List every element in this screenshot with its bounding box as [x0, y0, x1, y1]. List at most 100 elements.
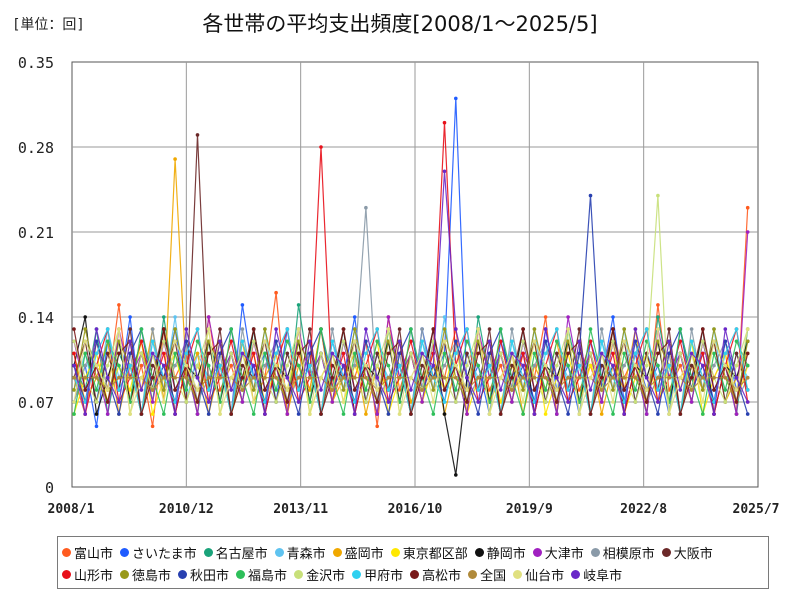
legend-marker: [590, 547, 600, 557]
data-point: [678, 388, 683, 392]
data-point: [352, 351, 357, 356]
data-point: [599, 388, 604, 392]
legend-label: 富山市: [74, 546, 114, 562]
data-point: [555, 351, 559, 356]
data-point: [521, 339, 525, 344]
data-point: [83, 412, 87, 416]
data-point: [296, 351, 301, 356]
data-point: [622, 388, 626, 392]
legend-item: 福島市: [236, 565, 287, 584]
data-point: [150, 339, 155, 344]
data-point: [476, 375, 481, 380]
data-point: [611, 388, 615, 392]
data-point: [442, 327, 447, 331]
data-point: [667, 363, 671, 368]
data-point: [117, 375, 121, 380]
data-point: [644, 327, 649, 331]
data-point: [566, 327, 570, 331]
data-point: [397, 351, 402, 356]
data-point: [308, 327, 312, 331]
data-point: [83, 315, 87, 319]
data-point: [588, 388, 593, 392]
data-point: [397, 339, 402, 344]
data-point: [678, 351, 683, 356]
data-point: [723, 375, 728, 380]
data-point: [386, 351, 391, 356]
data-point: [263, 339, 267, 344]
data-point: [162, 351, 166, 356]
data-point: [206, 388, 211, 392]
data-point: [644, 388, 649, 392]
data-point: [667, 327, 671, 331]
data-point: [532, 363, 537, 368]
legend-label: さいたま市: [132, 546, 197, 562]
data-point: [352, 327, 357, 331]
data-point: [139, 339, 144, 344]
data-point: [510, 351, 514, 356]
data-point: [465, 388, 469, 392]
data-point: [599, 327, 604, 331]
data-point: [656, 388, 660, 392]
legend-marker: [62, 547, 71, 557]
data-point: [734, 339, 739, 344]
data-point: [72, 363, 76, 368]
data-point: [195, 327, 200, 331]
data-point: [476, 400, 481, 404]
data-point: [184, 388, 189, 392]
data-point: [341, 388, 346, 392]
data-point: [386, 315, 391, 319]
data-point: [364, 205, 368, 210]
data-point: [510, 388, 514, 392]
legend-marker: [513, 569, 523, 579]
data-point: [139, 412, 144, 416]
data-point: [229, 363, 233, 368]
data-point: [644, 412, 649, 416]
data-point: [105, 363, 110, 368]
legend-marker: [410, 569, 420, 579]
data-point: [195, 400, 200, 404]
legend-row: 山形市 徳島市 秋田市 福島市 金沢市 甲府市 高松市 全国 仙台市 岐阜市: [62, 563, 768, 585]
data-point: [454, 400, 458, 404]
data-point: [285, 339, 290, 344]
data-point: [566, 400, 570, 404]
data-point: [150, 424, 155, 429]
data-point: [72, 327, 76, 331]
legend-item: 名古屋市: [203, 543, 268, 562]
data-point: [521, 412, 525, 416]
data-point: [543, 327, 548, 331]
data-point: [162, 412, 166, 416]
data-point: [701, 375, 705, 380]
data-point: [341, 351, 346, 356]
data-point: [454, 473, 458, 477]
legend-marker: [352, 569, 362, 579]
data-point: [229, 388, 233, 392]
data-point: [184, 351, 189, 356]
data-point: [633, 375, 638, 380]
data-point: [745, 351, 750, 356]
data-point: [566, 375, 570, 380]
data-point: [454, 339, 458, 344]
data-point: [206, 327, 211, 331]
data-point: [386, 412, 391, 416]
legend-label: 福島市: [248, 568, 288, 584]
data-point: [555, 412, 559, 416]
data-point: [622, 375, 626, 380]
data-point: [364, 400, 368, 404]
data-point: [588, 339, 593, 344]
data-point: [240, 327, 245, 331]
data-point: [454, 327, 458, 331]
data-point: [487, 327, 492, 331]
data-point: [274, 363, 278, 368]
data-point: [296, 327, 301, 331]
legend-marker: [236, 569, 246, 579]
data-point: [319, 412, 323, 416]
data-point: [206, 315, 211, 319]
data-point: [689, 351, 694, 356]
data-point: [330, 339, 335, 344]
y-tick-label: 0.07: [18, 394, 54, 412]
x-tick-label: 2019/9: [506, 502, 553, 517]
data-point: [195, 375, 200, 380]
data-point: [656, 303, 660, 307]
data-point: [734, 363, 739, 368]
data-point: [364, 412, 368, 416]
